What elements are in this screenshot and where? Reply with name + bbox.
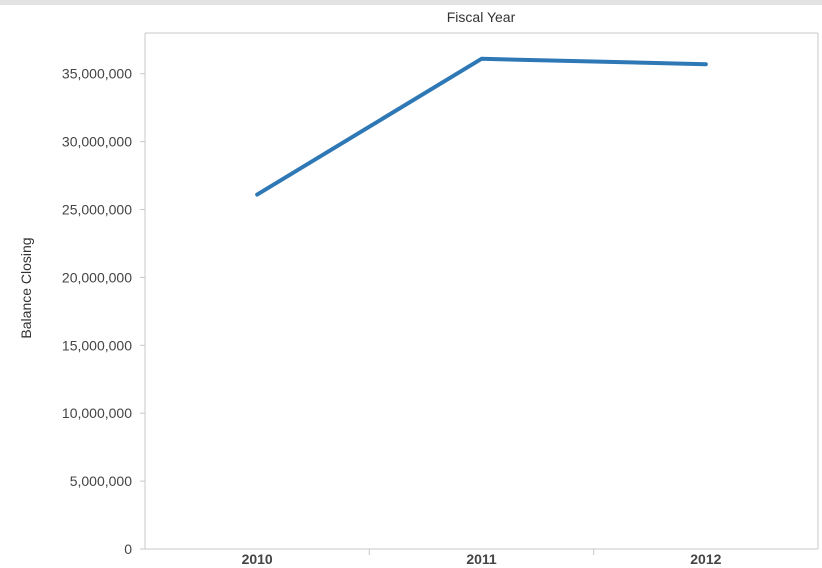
top-header-strip xyxy=(0,0,822,5)
x-axis-ticks: 2010 2011 2012 xyxy=(242,549,722,567)
plot-frame xyxy=(144,32,819,550)
x-tick-label: 2010 xyxy=(242,551,273,567)
y-tick-label: 0 xyxy=(124,541,132,557)
x-tick-label: 2011 xyxy=(466,551,497,567)
y-tick-label: 25,000,000 xyxy=(62,202,132,218)
series-layer xyxy=(255,56,708,197)
y-axis-ticks: 0 5,000,000 10,000,000 15,000,000 20,000,000… xyxy=(62,66,145,557)
series-line xyxy=(255,56,708,197)
y-tick-label: 30,000,000 xyxy=(62,134,132,150)
y-tick-label: 35,000,000 xyxy=(62,66,132,82)
y-tick-label: 20,000,000 xyxy=(62,269,132,285)
y-tick-label: 5,000,000 xyxy=(70,473,132,489)
chart-title: Fiscal Year xyxy=(447,9,516,25)
x-tick-label: 2012 xyxy=(690,551,721,567)
y-axis-label: Balance Closing xyxy=(18,237,34,338)
y-tick-label: 15,000,000 xyxy=(62,337,132,353)
y-tick-label: 10,000,000 xyxy=(62,405,132,421)
